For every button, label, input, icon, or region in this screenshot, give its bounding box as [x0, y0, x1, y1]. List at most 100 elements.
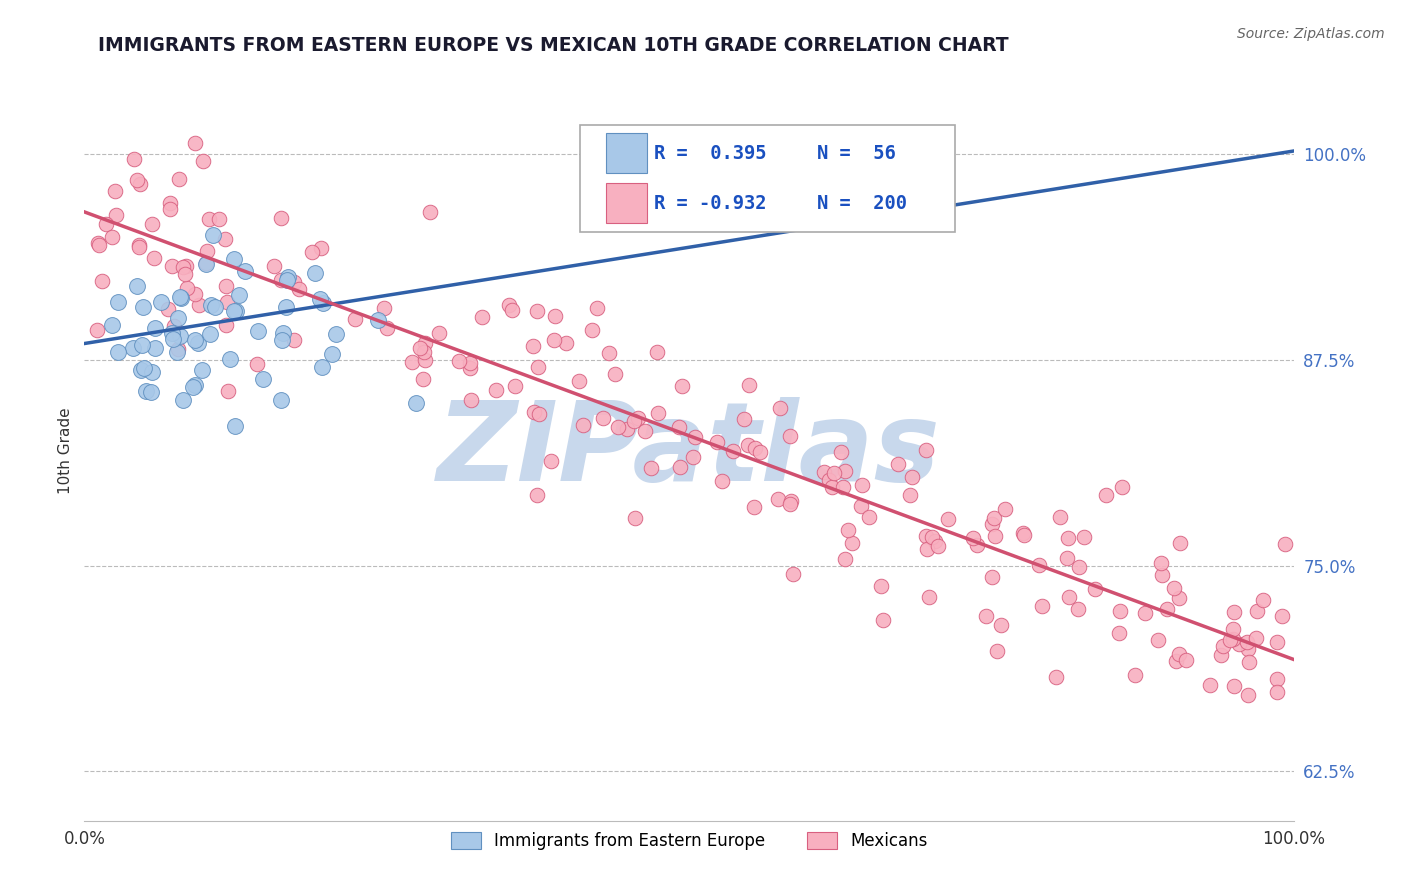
Point — [1237, 655, 1260, 669]
Point — [304, 266, 326, 280]
Point — [921, 530, 943, 544]
Point — [1067, 559, 1090, 574]
Point — [101, 230, 124, 244]
Point — [886, 457, 908, 471]
Point — [1222, 623, 1244, 637]
Point — [733, 412, 755, 426]
Point — [1271, 609, 1294, 624]
Point — [1168, 591, 1191, 606]
Point — [169, 329, 191, 343]
FancyBboxPatch shape — [606, 134, 647, 173]
Point — [813, 465, 835, 479]
Point — [1156, 602, 1178, 616]
Text: ZIPatlas: ZIPatlas — [437, 397, 941, 504]
Point — [1174, 653, 1197, 667]
Point — [270, 392, 292, 407]
Point — [779, 497, 801, 511]
Point — [592, 411, 614, 425]
Point — [202, 227, 225, 242]
Point — [162, 259, 184, 273]
Point — [325, 326, 347, 341]
Point — [1212, 639, 1234, 653]
Point — [586, 301, 609, 315]
Point — [669, 460, 692, 475]
Point — [162, 332, 184, 346]
Point — [1163, 581, 1185, 595]
Point — [90, 274, 112, 288]
Point — [917, 590, 939, 604]
Point — [184, 378, 207, 392]
Point — [412, 372, 434, 386]
Text: N =  56: N = 56 — [817, 144, 896, 163]
Point — [671, 379, 693, 393]
Point — [605, 367, 627, 381]
Point — [141, 385, 163, 400]
Point — [191, 363, 214, 377]
Point — [225, 303, 247, 318]
Point — [748, 445, 770, 459]
Point — [321, 347, 343, 361]
Point — [837, 523, 859, 537]
Point — [160, 326, 183, 340]
Point — [742, 500, 765, 515]
Point — [162, 319, 184, 334]
Point — [581, 323, 603, 337]
Point — [523, 405, 546, 419]
Point — [981, 517, 1004, 532]
Point — [769, 401, 792, 415]
Point — [183, 136, 205, 151]
Point — [198, 211, 221, 226]
Point — [976, 609, 998, 624]
Point — [273, 326, 295, 340]
Point — [1108, 625, 1130, 640]
Point — [413, 345, 436, 359]
Point — [184, 333, 207, 347]
Point — [485, 383, 508, 397]
Point — [981, 570, 1004, 584]
Point — [447, 354, 470, 368]
Point — [1073, 530, 1095, 544]
Point — [1222, 605, 1244, 619]
Point — [983, 511, 1005, 525]
Text: IMMIGRANTS FROM EASTERN EUROPE VS MEXICAN 10TH GRADE CORRELATION CHART: IMMIGRANTS FROM EASTERN EUROPE VS MEXICA… — [98, 36, 1010, 54]
Point — [598, 346, 620, 360]
Point — [191, 154, 214, 169]
Point — [252, 372, 274, 386]
Point — [176, 281, 198, 295]
Point — [634, 424, 657, 438]
Point — [668, 419, 690, 434]
Point — [1067, 601, 1090, 615]
Point — [526, 360, 548, 375]
Point — [174, 267, 197, 281]
Point — [143, 251, 166, 265]
Point — [711, 475, 734, 489]
Point — [624, 510, 647, 524]
Point — [458, 361, 481, 376]
Point — [228, 288, 250, 302]
Point — [195, 255, 218, 269]
Point — [544, 309, 567, 323]
Point — [1084, 582, 1107, 597]
Point — [914, 443, 936, 458]
Point — [927, 539, 949, 553]
Point — [1109, 604, 1132, 618]
Point — [522, 339, 544, 353]
Point — [135, 384, 157, 398]
Point — [270, 211, 292, 226]
Point — [87, 235, 110, 250]
Point — [821, 480, 844, 494]
Point — [122, 152, 145, 166]
FancyBboxPatch shape — [581, 125, 955, 232]
Point — [1227, 637, 1250, 651]
Point — [145, 320, 167, 334]
Point — [1150, 556, 1173, 570]
Point — [1265, 635, 1288, 649]
Point — [1251, 592, 1274, 607]
Point — [270, 273, 292, 287]
Point — [568, 374, 591, 388]
Point — [834, 464, 856, 478]
Point — [503, 378, 526, 392]
Point — [1237, 641, 1260, 656]
Point — [471, 310, 494, 324]
Point — [1146, 632, 1168, 647]
